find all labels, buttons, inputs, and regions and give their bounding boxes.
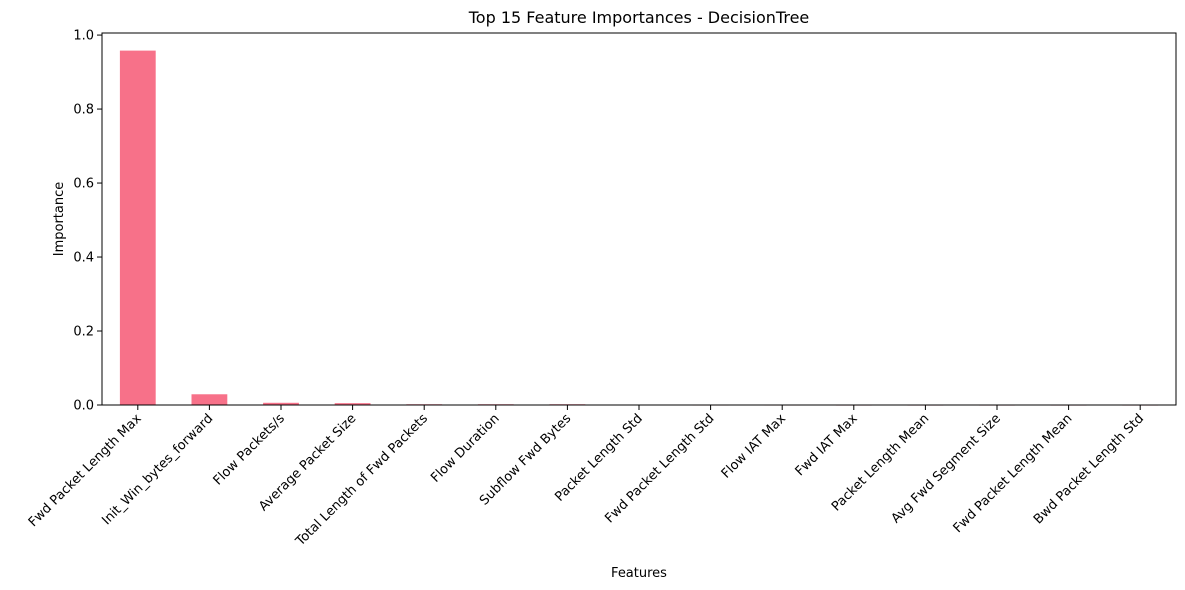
x-tick-label: Fwd Packet Length Mean — [951, 411, 1076, 536]
chart-title: Top 15 Feature Importances - DecisionTre… — [468, 8, 810, 27]
y-tick-label: 1.0 — [73, 29, 94, 44]
bar — [119, 50, 156, 406]
x-tick-label: Fwd Packet Length Max — [26, 411, 145, 530]
y-tick-label: 0.2 — [73, 325, 94, 340]
x-tick-label: Total Length of Fwd Packets — [292, 411, 431, 550]
x-tick-label: Flow Duration — [428, 411, 502, 485]
y-tick-label: 0.6 — [73, 177, 94, 192]
x-tick-label: Flow Packets/s — [211, 411, 288, 488]
y-tick-label: 0.0 — [73, 399, 94, 414]
bar — [334, 403, 371, 405]
y-tick-label: 0.4 — [73, 251, 94, 266]
bar — [263, 402, 299, 405]
plot-frame — [101, 32, 1177, 406]
x-axis-label: Features — [611, 566, 667, 581]
x-axis: Fwd Packet Length MaxInit_Win_bytes_forw… — [26, 405, 1147, 550]
y-axis-label: Importance — [52, 182, 67, 257]
y-axis: 0.0 0.2 0.4 0.6 0.8 1.0 — [73, 29, 102, 414]
x-tick-label: Fwd IAT Max — [793, 411, 861, 479]
y-tick-label: 0.8 — [73, 103, 94, 118]
bars-group — [119, 50, 1159, 406]
bar — [191, 394, 228, 405]
x-tick-label: Flow IAT Max — [719, 411, 790, 482]
